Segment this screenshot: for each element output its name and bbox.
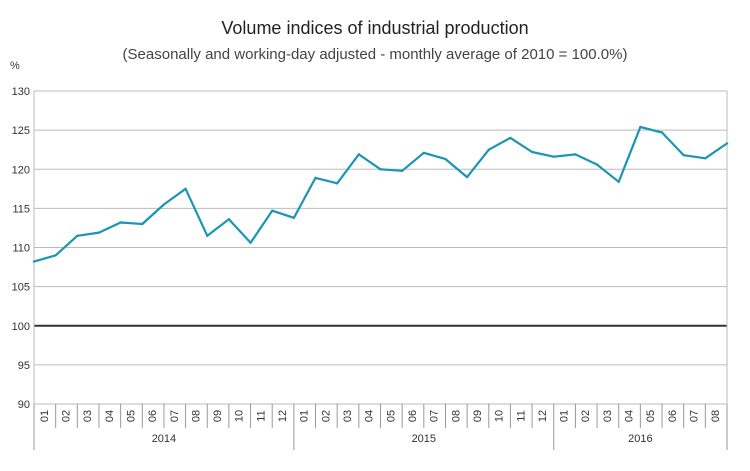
x-month-label: 09 [472,410,484,422]
x-month-label: 08 [710,410,722,422]
x-month-label: 07 [169,410,181,422]
chart-subtitle: (Seasonally and working-day adjusted - m… [122,46,628,63]
data-point [509,136,512,140]
x-month-label: 03 [82,410,94,422]
x-month-label: 08 [190,410,202,422]
data-point [617,180,620,183]
data-point [400,169,404,173]
x-month-label: 05 [125,410,137,422]
y-tick-label: 95 [18,360,30,372]
y-tick-label: 130 [12,86,30,98]
data-point [97,231,101,234]
data-point [574,153,577,156]
data-point [335,182,339,185]
data-point [595,163,599,166]
data-point [552,155,555,158]
y-tick-label: 105 [12,282,30,294]
data-point [141,222,144,226]
data-point [292,216,296,219]
y-tick-label: 125 [12,125,30,137]
data-point [314,176,317,180]
data-point [249,241,252,245]
y-tick-label: 120 [12,164,30,176]
x-year-label: 2015 [412,433,436,445]
data-point [639,125,642,129]
data-point [76,234,79,237]
data-point [162,203,166,206]
x-month-label: 02 [320,410,332,422]
x-month-label: 06 [407,410,419,422]
x-month-label: 02 [60,410,72,422]
data-point [227,218,231,221]
data-point [32,260,36,263]
x-month-label: 04 [364,410,376,422]
data-point [184,187,187,191]
data-point [54,254,57,257]
data-point [271,209,274,212]
x-month-label: 10 [494,410,506,422]
data-point [119,221,122,224]
data-point [704,157,707,160]
y-tick-label: 90 [18,399,30,411]
x-month-label: 07 [689,410,701,422]
data-point [465,175,469,179]
data-point [206,234,209,237]
x-month-label: 11 [515,410,527,421]
x-month-label: 07 [429,410,441,422]
y-tick-label: 110 [12,243,30,255]
x-month-label: 11 [255,410,267,421]
x-month-label: 04 [104,410,116,422]
x-month-label: 05 [645,410,657,422]
data-point [379,168,382,171]
x-month-label: 06 [667,410,679,422]
chart-title: Volume indices of industrial production [221,18,529,38]
data-point [725,142,729,145]
x-year-label: 2014 [152,433,176,445]
data-point [530,150,534,154]
x-month-label: 03 [342,410,354,422]
series-line [33,125,728,263]
x-month-label: 03 [602,410,614,422]
x-month-label: 04 [624,410,636,422]
x-month-label: 12 [537,410,549,422]
x-month-label: 05 [385,410,397,422]
x-month-label: 09 [212,410,224,422]
y-tick-label: 115 [12,203,30,215]
data-point [357,153,361,156]
data-point [660,131,664,134]
x-month-label: 10 [234,410,246,422]
x-month-label: 01 [39,410,51,422]
x-month-label: 01 [559,410,571,422]
x-month-label: 12 [277,410,289,422]
data-point [487,148,490,151]
x-year-label: 2016 [628,433,652,445]
y-tick-label: 100 [12,321,30,333]
data-point [682,153,685,157]
x-month-label: 06 [147,410,159,422]
x-month-label: 08 [450,410,462,422]
x-month-label: 01 [299,410,311,422]
x-month-label: 02 [580,410,592,422]
y-axis-unit: % [10,60,20,72]
data-point [444,157,447,161]
data-point [422,151,426,155]
